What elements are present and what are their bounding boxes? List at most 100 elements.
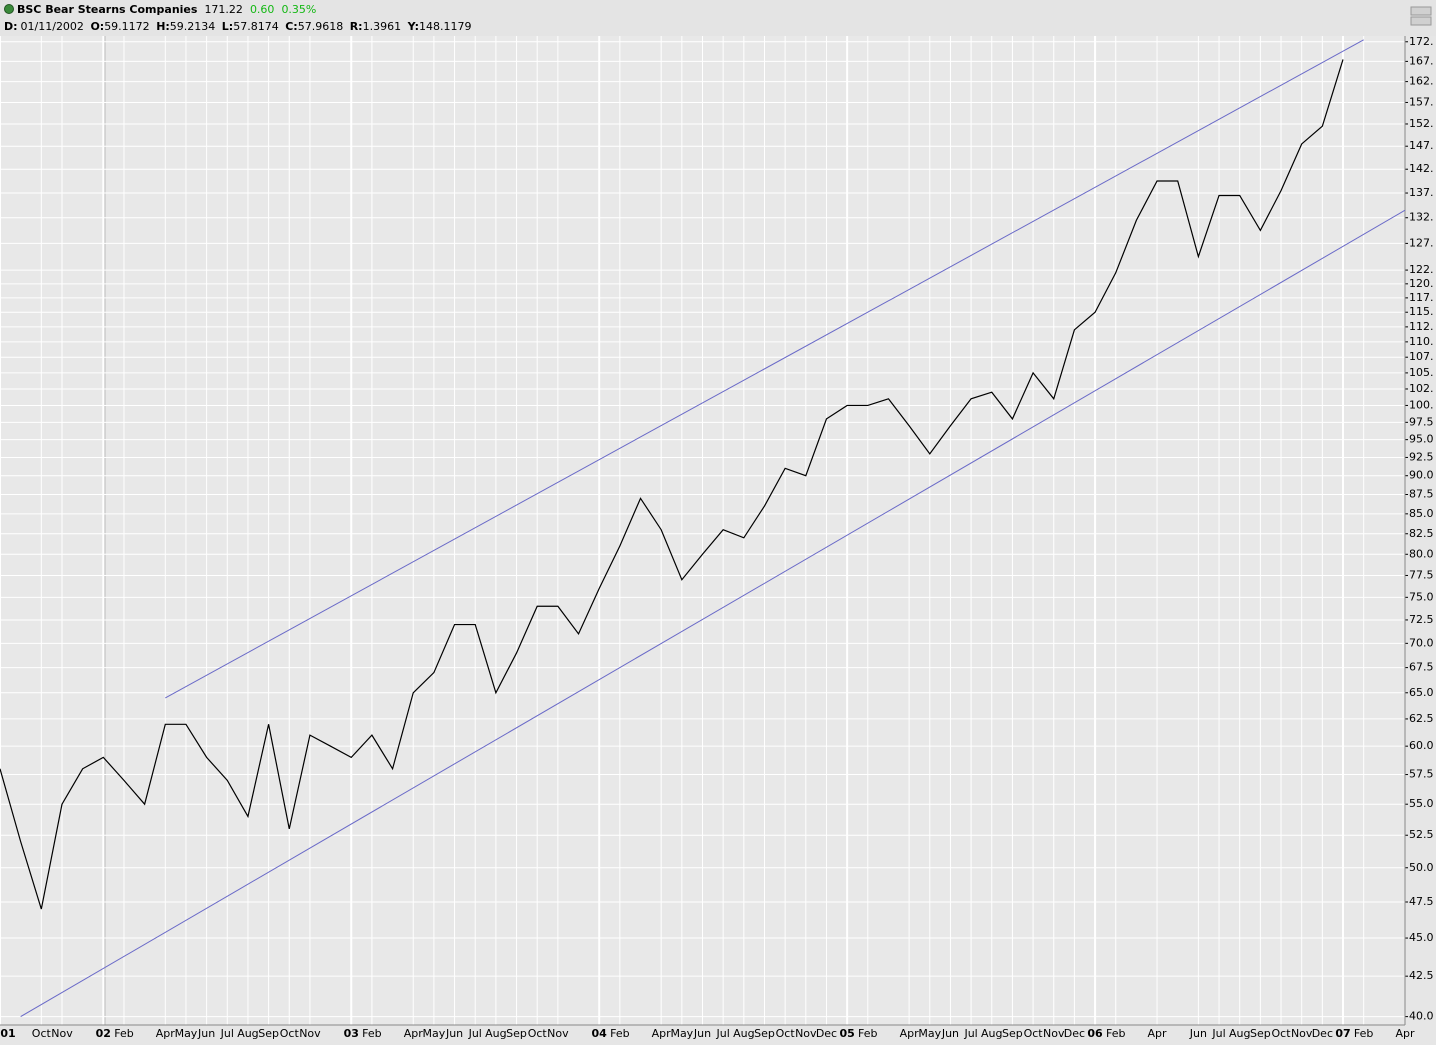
y-tick-label: 42.5 (1409, 969, 1434, 982)
field-key: D: (4, 20, 18, 33)
y-tick-label: 60.0 (1409, 739, 1434, 752)
x-tick-label: Jun (1189, 1027, 1207, 1040)
y-tick-label: 50.0 (1409, 861, 1434, 874)
y-tick-label: 110. (1409, 335, 1434, 348)
x-tick-label: Aug (981, 1027, 1002, 1040)
header: BSC Bear Stearns Companies 171.22 0.60 0… (0, 0, 1436, 36)
y-tick-label: 80.0 (1409, 547, 1434, 560)
y-tick-label: 132. (1409, 211, 1434, 224)
x-tick-label: Nov (795, 1027, 817, 1040)
x-tick-label: Aug (1229, 1027, 1250, 1040)
x-tick-label: Jul (963, 1027, 977, 1040)
x-tick-label: Feb (1106, 1027, 1125, 1040)
y-tick-label: 172. (1409, 35, 1434, 48)
x-tick-label: Nov (51, 1027, 73, 1040)
x-tick-label: Oct (32, 1027, 52, 1040)
y-tick-label: 112. (1409, 320, 1434, 333)
x-tick-label: Oct (1272, 1027, 1292, 1040)
last-price: 171.22 (204, 3, 243, 16)
x-tick-label: Dec (1312, 1027, 1333, 1040)
field-value: 1.3961 (362, 20, 402, 33)
field-value: 59.1172 (104, 20, 150, 33)
field-value: 148.1179 (419, 20, 472, 33)
x-tick-label: Apr (652, 1027, 672, 1040)
x-tick-label: Apr (900, 1027, 920, 1040)
x-tick-label: 01 (0, 1027, 15, 1040)
x-tick-label: Jun (941, 1027, 959, 1040)
y-tick-label: 70.0 (1409, 636, 1434, 649)
x-tick-label: 03 (344, 1027, 359, 1040)
y-tick-label: 162. (1409, 75, 1434, 88)
y-tick-label: 72.5 (1409, 613, 1434, 626)
x-tick-label: 02 (96, 1027, 111, 1040)
x-tick-label: Jun (693, 1027, 711, 1040)
y-tick-label: 100. (1409, 398, 1434, 411)
y-tick-label: 152. (1409, 117, 1434, 130)
title-line: BSC Bear Stearns Companies 171.22 0.60 0… (4, 3, 316, 16)
y-tick-label: 55.0 (1409, 797, 1434, 810)
y-tick-label: 117. (1409, 291, 1434, 304)
y-tick-label: 45.0 (1409, 931, 1434, 944)
x-tick-label: Oct (528, 1027, 548, 1040)
symbol-title: BSC Bear Stearns Companies (17, 3, 198, 16)
x-tick-label: Nov (1043, 1027, 1065, 1040)
x-tick-label: Jul (1211, 1027, 1225, 1040)
y-tick-label: 57.5 (1409, 768, 1434, 781)
y-tick-label: 95.0 (1409, 433, 1434, 446)
y-tick-label: 142. (1409, 162, 1434, 175)
y-tick-label: 107. (1409, 350, 1434, 363)
x-tick-label: May (918, 1027, 941, 1040)
field-key: Y: (407, 20, 419, 33)
x-tick-label: Nov (1291, 1027, 1313, 1040)
y-tick-label: 90.0 (1409, 469, 1434, 482)
x-tick-label: 04 (592, 1027, 608, 1040)
y-tick-label: 127. (1409, 236, 1434, 249)
y-tick-label: 65.0 (1409, 686, 1434, 699)
x-tick-label: 06 (1087, 1027, 1103, 1040)
x-tick-label: Apr (404, 1027, 424, 1040)
y-tick-label: 105. (1409, 366, 1434, 379)
y-tick-label: 147. (1409, 139, 1434, 152)
x-tick-label: Jul (716, 1027, 730, 1040)
x-tick-label: Apr (156, 1027, 176, 1040)
field-key: H: (156, 20, 170, 33)
cursor-values: D: 01/11/2002 O:59.1172 H:59.2134 L:57.81… (4, 20, 475, 33)
x-tick-label: Oct (280, 1027, 300, 1040)
price-line (0, 59, 1344, 910)
y-tick-label: 52.5 (1409, 828, 1434, 841)
y-tick-label: 85.0 (1409, 507, 1434, 520)
x-tick-label: Sep (1250, 1027, 1271, 1040)
field-key: R: (349, 20, 363, 33)
x-tick-label: Jun (445, 1027, 463, 1040)
x-tick-label: Feb (1354, 1027, 1373, 1040)
y-tick-label: 75.0 (1409, 590, 1434, 603)
y-tick-label: 157. (1409, 95, 1434, 108)
plot-background (0, 36, 1405, 1025)
x-tick-label: May (670, 1027, 693, 1040)
x-tick-label: Sep (258, 1027, 279, 1040)
field-value: 57.9618 (297, 20, 344, 33)
x-tick-label: May (423, 1027, 446, 1040)
field-value: 01/11/2002 (20, 20, 84, 33)
x-tick-label: Oct (1024, 1027, 1044, 1040)
x-tick-label: Sep (754, 1027, 775, 1040)
x-tick-label: Feb (362, 1027, 381, 1040)
x-tick-label: Aug (485, 1027, 506, 1040)
x-tick-label: Jul (468, 1027, 482, 1040)
y-tick-label: 47.5 (1409, 895, 1434, 908)
field-key: L: (221, 20, 234, 33)
x-tick-label: Dec (1064, 1027, 1085, 1040)
y-tick-label: 40.0 (1409, 1010, 1434, 1023)
y-tick-label: 167. (1409, 54, 1434, 67)
field-value: 57.8174 (233, 20, 279, 33)
y-tick-label: 62.5 (1409, 712, 1434, 725)
y-tick-label: 137. (1409, 186, 1434, 199)
x-tick-label: Apr (1148, 1027, 1168, 1040)
x-tick-label: Jun (197, 1027, 215, 1040)
window-buttons[interactable] (1410, 6, 1432, 26)
x-tick-label: Nov (547, 1027, 569, 1040)
y-tick-label: 87.5 (1409, 488, 1434, 501)
x-tick-label: Jul (220, 1027, 234, 1040)
